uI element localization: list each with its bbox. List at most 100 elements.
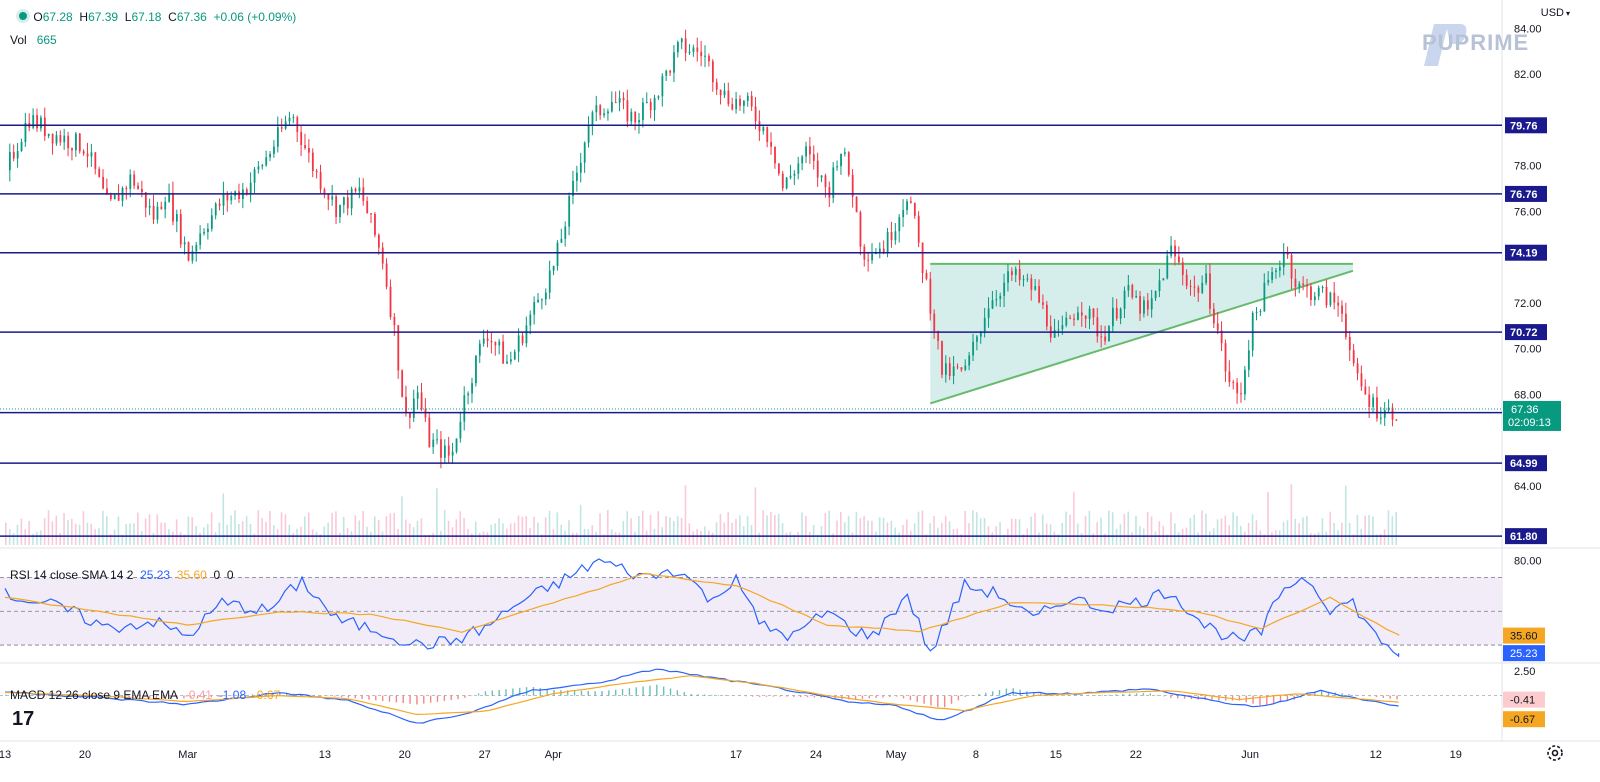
volume-bar: [921, 510, 924, 545]
volume-bar: [230, 515, 232, 545]
candle-body: [1205, 273, 1208, 283]
level-label-box: [1505, 244, 1547, 261]
candle-body: [1115, 307, 1118, 319]
candle-body: [859, 212, 862, 247]
volume-bar: [1325, 531, 1328, 545]
candle-body: [1181, 262, 1184, 275]
volume-bar: [1014, 518, 1017, 545]
macd-histogram-bar: [1101, 694, 1104, 696]
macd-histogram-bar: [429, 695, 432, 703]
macd-histogram-bar: [265, 693, 267, 696]
volume-bar: [90, 523, 93, 545]
rsi-sma-level-label: 35.60: [1510, 631, 1538, 643]
candle-body: [836, 166, 839, 168]
candle-body: [1139, 296, 1141, 314]
candle-body: [976, 336, 978, 342]
candle-body: [661, 75, 664, 97]
price-tick-label: 64.00: [1514, 481, 1542, 493]
volume-bar: [1174, 523, 1176, 545]
candle-body: [1379, 417, 1382, 419]
candle-body: [541, 299, 543, 301]
volume-bar: [1383, 529, 1386, 545]
candle-body: [385, 263, 388, 287]
candle-body: [339, 204, 341, 218]
candle-body: [397, 325, 400, 371]
volume-bar: [1010, 518, 1013, 545]
macd-histogram-bar: [745, 695, 747, 697]
volume-bar: [342, 516, 345, 545]
candle-body: [517, 335, 520, 352]
candle-body: [1123, 290, 1126, 309]
rsi-legend[interactable]: RSI 14 close SMA 14 2 25.23 35.60 0 0: [10, 568, 234, 582]
volume-bar: [673, 520, 675, 545]
candle-body: [78, 133, 81, 152]
candle-body: [238, 191, 240, 199]
candle-body: [8, 151, 11, 171]
candle-body: [1197, 287, 1200, 293]
candle-body: [1286, 253, 1289, 255]
candle-body: [82, 151, 85, 154]
volume-bar: [362, 510, 364, 545]
macd-histogram-bar: [601, 691, 603, 696]
macd-histogram-bar: [498, 689, 500, 696]
volume-bar: [373, 516, 376, 545]
candle-body: [618, 97, 621, 103]
macd-histogram-bar: [320, 695, 322, 697]
volume-bar: [1041, 514, 1044, 545]
candle-body: [20, 142, 23, 152]
candle-body: [106, 188, 108, 195]
macd-histogram-bar: [286, 693, 288, 696]
candle-body: [591, 112, 594, 125]
gear-icon[interactable]: [1544, 742, 1566, 764]
time-tick-label: 15: [1050, 749, 1062, 761]
macd-histogram-bar: [11, 694, 14, 696]
volume-bar: [707, 530, 710, 545]
volume-bar: [1069, 514, 1071, 545]
candle-body: [727, 90, 730, 105]
volume-bar: [929, 523, 931, 545]
candle-body: [576, 172, 578, 181]
volume-bar: [999, 522, 1001, 545]
macd-histogram-bar: [1218, 695, 1220, 701]
volume-value: 665: [36, 33, 57, 47]
macd-histogram-bar: [1183, 695, 1186, 699]
volume-bar: [1337, 530, 1339, 545]
volume-bar: [140, 531, 143, 545]
volume-bar: [71, 518, 73, 545]
volume-bar: [1344, 485, 1347, 545]
candle-body: [226, 193, 229, 201]
candle-body: [218, 203, 221, 206]
macd-histogram-bar: [361, 695, 363, 699]
macd-histogram-bar: [752, 695, 754, 697]
volume-bar: [67, 519, 69, 545]
candle-body: [587, 124, 590, 143]
macd-histogram-bar: [1307, 695, 1309, 696]
time-tick-label: 22: [1130, 749, 1142, 761]
candle-body: [607, 111, 609, 114]
volume-bar: [1341, 522, 1343, 545]
candle-body: [1244, 369, 1246, 395]
macd-histogram-bar: [567, 690, 569, 696]
candle-body: [1345, 313, 1347, 338]
volume-bar: [86, 522, 89, 545]
volume-bar: [1356, 515, 1359, 545]
volume-bar: [1022, 534, 1025, 545]
volume-bar: [156, 514, 159, 545]
macd-histogram-bar: [916, 695, 918, 702]
macd-histogram-bar: [580, 690, 583, 696]
currency-selector[interactable]: USD ▾: [1540, 7, 1570, 19]
rsi-tick-label: 80.00: [1514, 555, 1542, 567]
candle-body: [774, 146, 776, 164]
macd-histogram-bar: [998, 689, 1001, 696]
candle-body: [711, 61, 714, 83]
macd-legend[interactable]: MACD 12 26 close 9 EMA EMA -0.41 -1.08 -…: [10, 688, 280, 702]
macd-histogram-bar: [1266, 695, 1268, 705]
volume-bar: [486, 532, 489, 545]
level-label-box: [1505, 185, 1547, 202]
candle-body: [43, 117, 46, 136]
candle-body: [1247, 350, 1250, 370]
volume-bar: [432, 532, 434, 545]
candle-body: [1088, 308, 1091, 319]
volume-bar: [1395, 511, 1398, 545]
